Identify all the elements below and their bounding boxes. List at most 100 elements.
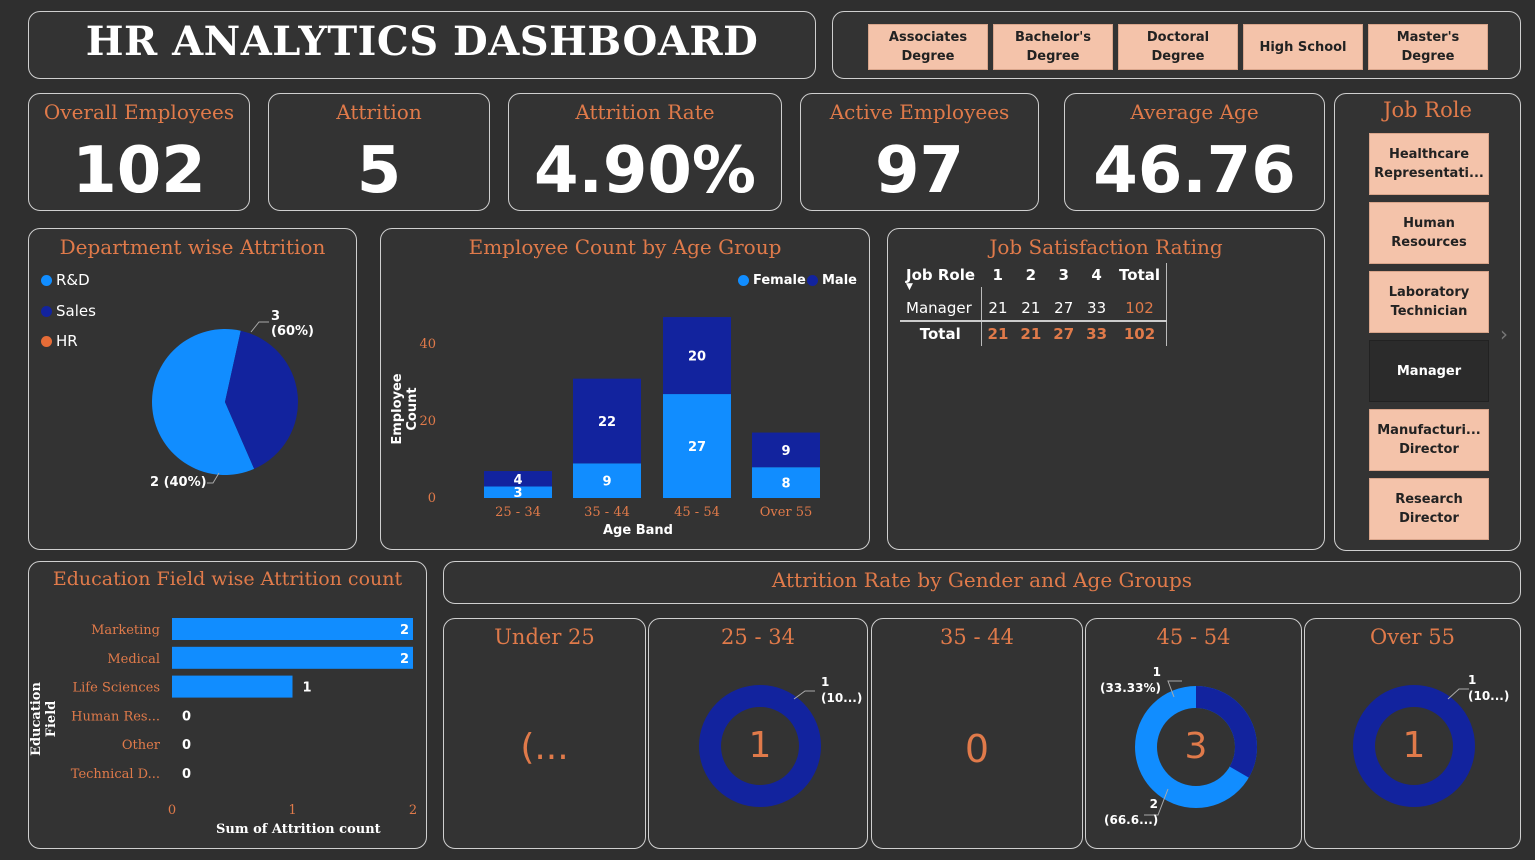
header-cell[interactable]: 4 — [1091, 266, 1102, 284]
slicer-high-school[interactable]: High School — [1243, 24, 1363, 70]
edu-bar — [172, 646, 413, 669]
x-axis-label: Age Band — [603, 523, 673, 538]
x-tick-label: Over 55 — [760, 505, 813, 520]
header-cell[interactable]: 2 — [1025, 266, 1037, 284]
y-tick-label: Human Res... — [71, 709, 160, 724]
header-panel: HR ANALYTICS DASHBOARD — [28, 11, 816, 79]
bar-female-label: 8 — [781, 477, 790, 492]
table-cell: Manager — [900, 287, 982, 321]
legend-sales[interactable]: Sales — [41, 302, 96, 320]
table-cell: 21 — [1020, 325, 1042, 343]
table-cell: 27 — [1053, 325, 1075, 343]
pie-label-top-pct: (60%) — [271, 324, 314, 339]
pie-label-top: 3 (60%) — [271, 309, 314, 339]
legend-dot-icon — [807, 275, 818, 286]
table-row: Manager 21 21 27 33 102 — [900, 287, 1168, 321]
donut-center-value: 3 — [1184, 726, 1208, 767]
header-cell[interactable]: 3 — [1058, 266, 1069, 284]
gender-age-title-panel: Attrition Rate by Gender and Age Groups — [443, 561, 1521, 604]
y-tick-label: 0 — [428, 491, 436, 506]
role-laboratory-technician[interactable]: Laboratory Technician — [1369, 271, 1489, 333]
header-cell[interactable]: Total — [1113, 263, 1168, 287]
pie-leader-line — [207, 472, 220, 484]
donut-center-value: 0 — [964, 727, 990, 771]
education-attrition-panel: Education Field wise Attrition count Edu… — [28, 561, 427, 849]
donut-leader-line — [1447, 688, 1469, 700]
y-tick-label: Medical — [107, 652, 160, 667]
legend-hr[interactable]: HR — [41, 332, 78, 350]
table-cell: 21 — [987, 325, 1009, 343]
legend-dot-icon — [41, 305, 52, 317]
donut-label-pct: (10...) — [1468, 689, 1510, 703]
donut-title: 35 - 44 — [940, 625, 1014, 649]
kpi-average-age: Average Age 46.76 — [1064, 93, 1325, 211]
table-cell: 33 — [1086, 325, 1108, 343]
donut-chart-25-34[interactable] — [649, 619, 869, 850]
bar-male — [573, 378, 641, 464]
kpi-attrition-rate: Attrition Rate 4.90% — [508, 93, 782, 211]
donut-ring-male — [1135, 686, 1257, 808]
education-bar-chart[interactable]: Marketing 2 Medical 2 Life Sciences 1 Human Re… — [29, 562, 428, 850]
pie-slice — [225, 330, 298, 469]
bar-female — [752, 467, 820, 498]
header-cell[interactable]: 1 — [992, 266, 1003, 284]
donut-panel-25-34: 25 - 34 1 1 (10...) — [648, 618, 868, 849]
legend-rnd[interactable]: R&D — [41, 271, 90, 289]
kpi-attrition: Attrition 5 — [268, 93, 490, 211]
donut-label-pct: (66.6...) — [1104, 813, 1159, 827]
kpi-active-employees: Active Employees 97 — [800, 93, 1039, 211]
scroll-right-icon[interactable]: › — [1500, 322, 1508, 346]
x-tick-label: 35 - 44 — [584, 505, 630, 520]
gender-age-title: Attrition Rate by Gender and Age Groups — [771, 568, 1193, 592]
kpi-value: 97 — [874, 134, 965, 208]
bar-male — [484, 471, 552, 487]
donut-center-value: (... — [520, 727, 569, 768]
pie-leader-line — [250, 321, 269, 333]
table-cell: 21 — [1021, 299, 1041, 317]
slicer-bachelors-degree[interactable]: Bachelor's Degree — [993, 24, 1113, 70]
y-tick-label: Marketing — [91, 623, 160, 638]
role-healthcare-representative[interactable]: Healthcare Representati... — [1369, 133, 1489, 195]
legend-male[interactable]: Male — [807, 273, 857, 288]
slicer-masters-degree[interactable]: Master's Degree — [1368, 24, 1488, 70]
donut-panel-45-54: 45 - 54 3 1 (33.33%) 2 (66.6...) — [1085, 618, 1302, 849]
bar-male — [663, 317, 731, 395]
edu-bar — [172, 675, 293, 698]
role-manager[interactable]: Manager — [1369, 340, 1489, 402]
donut-title: Over 55 — [1370, 625, 1455, 649]
pie-slice — [151, 328, 255, 476]
bar-female-label: 9 — [602, 475, 611, 490]
donut-chart-45-54[interactable] — [1086, 619, 1303, 850]
donut-chart-over-55[interactable] — [1305, 619, 1522, 850]
legend-dot-icon — [41, 274, 52, 286]
y-tick-label: Life Sciences — [73, 681, 160, 696]
x-axis-label: Sum of Attrition count — [216, 822, 381, 837]
legend-label: HR — [56, 332, 78, 350]
edu-bar-value: 0 — [182, 767, 191, 782]
sort-desc-icon[interactable]: ▼ — [906, 282, 913, 292]
slicer-doctoral-degree[interactable]: Doctoral Degree — [1118, 24, 1238, 70]
table-cell: 102 — [1113, 321, 1168, 346]
table-cell: 21 — [988, 299, 1008, 317]
x-tick-label: 1 — [288, 803, 296, 818]
legend-female[interactable]: Female — [738, 273, 806, 288]
donut-title: 45 - 54 — [1156, 625, 1231, 649]
y-tick-label: 20 — [419, 414, 436, 429]
kpi-value: 46.76 — [1093, 134, 1296, 208]
legend-label: Sales — [56, 302, 96, 320]
dept-pie-chart[interactable] — [29, 229, 358, 551]
slicer-associates-degree[interactable]: Associates Degree — [868, 24, 988, 70]
header-job-role[interactable]: Job Role ▼ — [906, 266, 976, 292]
role-manufacturing-director[interactable]: Manufacturi... Director — [1369, 409, 1489, 471]
role-research-director[interactable]: Research Director — [1369, 478, 1489, 540]
table-cell: Total — [900, 321, 982, 346]
satisfaction-table: Job Role ▼ 1 2 3 4 Total Manager 21 21 27… — [900, 263, 1168, 346]
x-tick-label: 0 — [168, 803, 176, 818]
role-human-resources[interactable]: Human Resources — [1369, 202, 1489, 264]
donut-panel-under-25: Under 25 (... — [443, 618, 646, 849]
age-group-chart[interactable]: 0 20 40 34 25 - 34 9 22 35 - 44 27 20 45 - 54 8 9 Ove… — [381, 229, 871, 551]
age-group-title: Employee Count by Age Group — [468, 235, 782, 259]
bar-female-label: 27 — [688, 440, 706, 455]
legend-dot-icon — [738, 275, 749, 286]
donut-title: Under 25 — [494, 625, 595, 649]
